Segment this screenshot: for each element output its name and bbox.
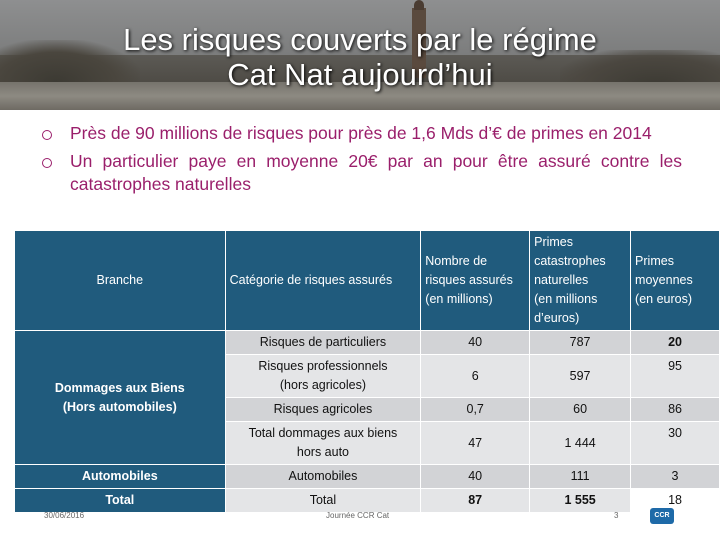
cell-nombre: 6 <box>420 354 531 398</box>
table-header-row: Branche Catégorie de risques assurés Nom… <box>14 230 720 331</box>
header-nombre-line3: (en millions) <box>425 292 493 306</box>
branch-automobiles: Automobiles <box>14 464 226 489</box>
table-row: Risques agricoles 0,7 60 86 <box>15 397 720 422</box>
cell-categorie-line2: hors auto <box>296 445 349 459</box>
header-primes-line1: Primes <box>534 235 574 249</box>
footer-event: Journée CCR Cat <box>326 511 390 520</box>
slide-title-line2: Cat Nat aujourd’hui <box>227 57 493 92</box>
cell-moyenne: 95 <box>630 354 720 398</box>
branch-total: Total <box>14 488 226 513</box>
table-row: Total Total 87 1 555 18 <box>14 488 720 513</box>
cell-primes: 111 <box>529 464 632 489</box>
cell-moyenne: 3 <box>630 464 720 489</box>
header-primes-line4: (en millions <box>534 292 598 306</box>
cell-primes: 597 <box>529 354 632 398</box>
cell-categorie: Total dommages aux biens hors auto <box>224 421 422 465</box>
cell-categorie-line1: Risques professionnels <box>258 359 388 373</box>
slide-title: Les risques couverts par le régime Cat N… <box>0 22 720 92</box>
cell-categorie: Automobiles <box>224 464 422 489</box>
cell-primes: 787 <box>529 330 632 355</box>
cell-primes: 1 444 <box>529 421 632 465</box>
cell-nombre: 40 <box>420 330 531 355</box>
bullet-item: Un particulier paye en moyenne 20€ par a… <box>42 150 682 196</box>
cell-primes: 1 555 <box>529 488 632 513</box>
cell-categorie-line1: Total dommages aux biens <box>248 426 398 440</box>
header-moyennes-line1: Primes <box>635 254 674 268</box>
risks-table: Branche Catégorie de risques assurés Nom… <box>14 230 720 513</box>
branch-dommages-line2: (Hors automobiles) <box>62 399 177 414</box>
branch-dommages-line1: Dommages aux Biens <box>54 380 185 395</box>
header-primes: Primes catastrophes naturelles (en milli… <box>529 230 632 331</box>
cell-categorie: Risques professionnels (hors agricoles) <box>224 354 422 398</box>
footer-date: 30/06/2016 <box>44 511 85 520</box>
header-moyennes-line3: (en euros) <box>635 292 693 306</box>
header-nombre-line1: Nombre de <box>425 254 488 268</box>
cell-moyenne: 20 <box>630 330 720 355</box>
bullet-text: Un particulier paye en moyenne 20€ par a… <box>70 151 682 194</box>
header-moyennes-line2: moyennes <box>635 273 693 287</box>
cell-nombre: 0,7 <box>420 397 531 422</box>
cell-nombre: 47 <box>420 421 531 465</box>
header-nombre-line2: risques assurés <box>425 273 513 287</box>
ccr-logo: CCR <box>650 508 674 524</box>
header-primes-line3: naturelles <box>534 273 589 287</box>
slide-title-line1: Les risques couverts par le régime <box>123 22 597 57</box>
table-row: Automobiles Automobiles 40 111 3 <box>14 464 720 489</box>
header-moyennes: Primes moyennes (en euros) <box>630 230 720 331</box>
branch-dommages: Dommages aux Biens (Hors automobiles) <box>14 330 226 465</box>
cell-nombre: 87 <box>420 488 531 513</box>
cell-nombre: 40 <box>420 464 531 489</box>
cell-moyenne: 30 <box>630 421 720 465</box>
footer-page-number: 3 <box>614 511 619 520</box>
header-categorie: Catégorie de risques assurés <box>224 230 422 331</box>
cell-categorie: Risques de particuliers <box>224 330 422 355</box>
cell-categorie: Total <box>224 488 422 513</box>
bullet-list: Près de 90 millions de risques pour près… <box>42 122 682 201</box>
header-primes-line2: catastrophes <box>534 254 606 268</box>
cell-primes: 60 <box>529 397 632 422</box>
cell-moyenne: 18 <box>630 488 720 513</box>
circle-bullet-icon <box>42 130 52 140</box>
header-branche: Branche <box>14 230 226 331</box>
header-photo-band: Les risques couverts par le régime Cat N… <box>0 0 720 110</box>
table-row: Risques professionnels (hors agricoles) … <box>15 354 720 398</box>
bullet-text: Près de 90 millions de risques pour près… <box>70 123 652 143</box>
header-nombre: Nombre de risques assurés (en millions) <box>420 230 531 331</box>
river-image-region <box>0 82 720 110</box>
header-primes-line5: d’euros) <box>534 311 580 325</box>
cell-categorie: Risques agricoles <box>224 397 422 422</box>
table-row: Dommages aux Biens (Hors automobiles) Ri… <box>14 330 720 465</box>
cell-categorie-line2: (hors agricoles) <box>279 378 367 392</box>
cell-moyenne: 86 <box>630 397 720 422</box>
circle-bullet-icon <box>42 158 52 168</box>
bullet-item: Près de 90 millions de risques pour près… <box>42 122 682 145</box>
church-tower-image <box>412 0 426 78</box>
table-row: Total dommages aux biens hors auto 47 1 … <box>15 421 720 465</box>
